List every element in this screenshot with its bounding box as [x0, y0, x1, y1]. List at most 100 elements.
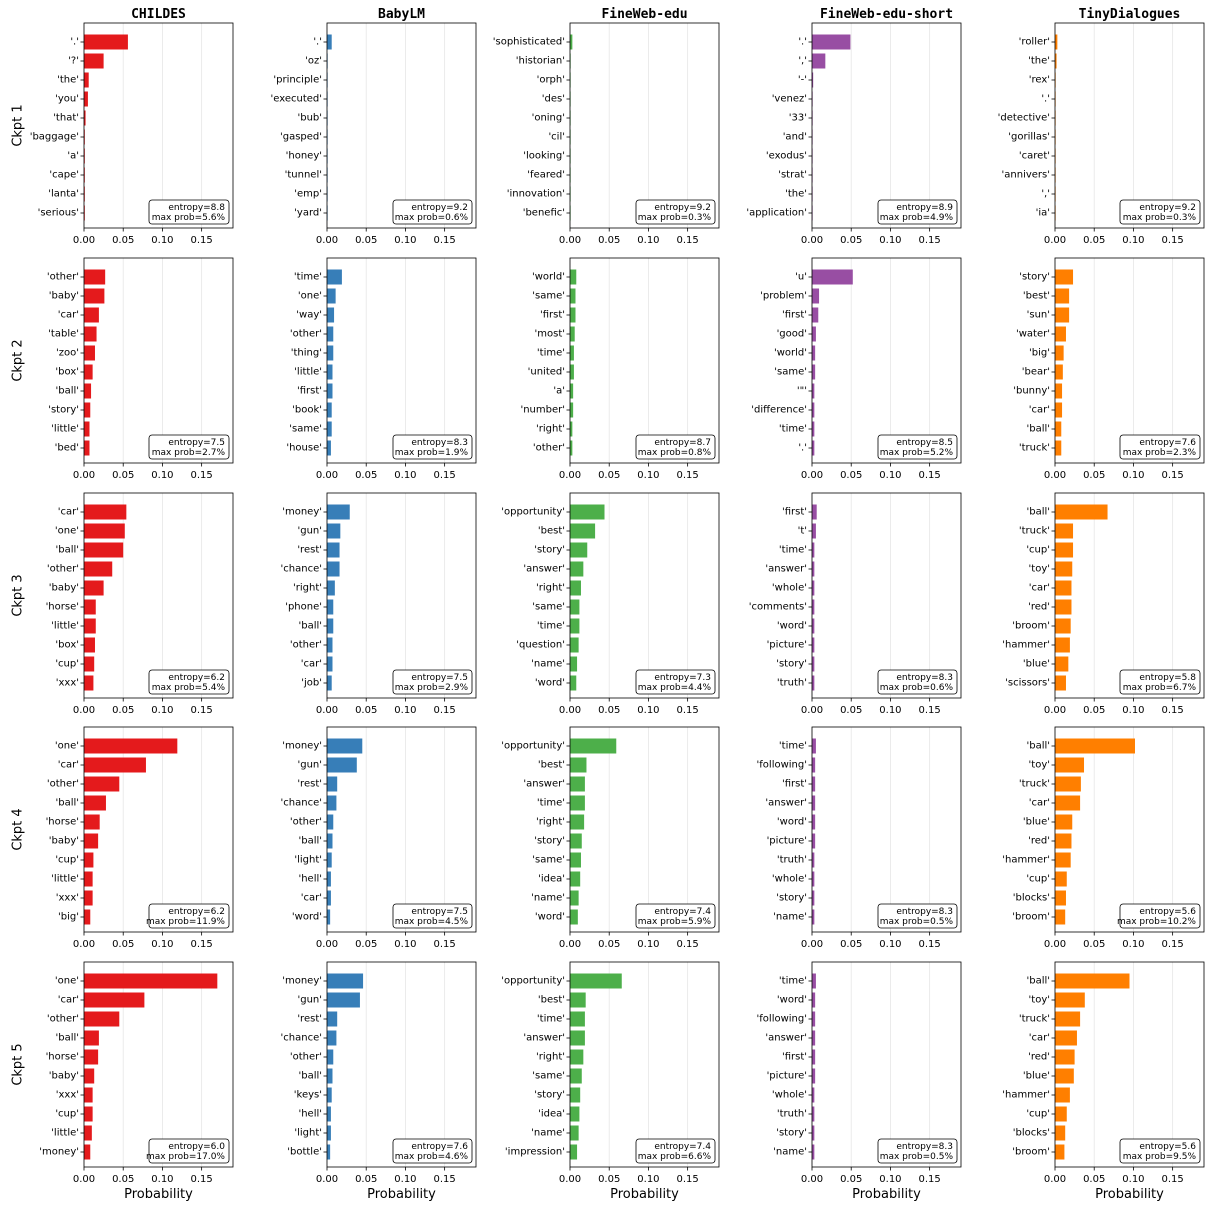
- y-tick-label: 'big': [58, 912, 79, 923]
- y-tick-label: 'ball': [55, 545, 79, 556]
- y-tick-label: 'good': [777, 329, 807, 340]
- bar: [812, 72, 814, 88]
- y-tick-label: 'ball': [55, 386, 79, 397]
- y-tick-label: 'bub': [297, 113, 322, 124]
- bar: [1055, 542, 1074, 558]
- bar: [84, 1068, 95, 1084]
- y-tick-label: 'other': [290, 817, 322, 828]
- max-prob-annotation: max prob=5.4%: [152, 683, 226, 693]
- axes-frame: [569, 22, 720, 229]
- x-tick-label: 0.05: [598, 235, 620, 246]
- y-tick-label: 'blue': [1023, 659, 1050, 670]
- x-tick-label: 0.00: [801, 1174, 823, 1185]
- y-tick-label: 'time': [779, 976, 807, 987]
- y-tick-label: 'red': [1028, 602, 1050, 613]
- x-tick-label: 0.15: [676, 705, 698, 716]
- y-tick-label: 'one': [55, 526, 79, 537]
- x-tick-label: 0.15: [1161, 470, 1183, 481]
- y-tick-label: 'scissors': [1005, 678, 1050, 689]
- bar: [84, 364, 93, 380]
- y-tick-label: 'first': [782, 779, 807, 790]
- y-tick-label: 'truth': [777, 855, 807, 866]
- bar: [1055, 776, 1081, 792]
- y-tick-label: 'strat': [778, 170, 807, 181]
- y-tick-label: 'name': [773, 912, 807, 923]
- bar: [570, 1125, 579, 1141]
- panel: 'money' 'gun' 'rest' 'chance' 'other' 'ball' '…: [281, 726, 477, 950]
- y-tick-label: 'one': [298, 291, 322, 302]
- y-tick-label: 'right': [536, 424, 565, 435]
- y-tick-label: 'yard': [294, 208, 322, 219]
- x-tick-label: 0.10: [394, 470, 416, 481]
- y-tick-label: 'bottle': [287, 1147, 322, 1158]
- panel: 'ball' 'truck' 'cup' 'toy' 'car' 'red' 'broom'…: [1002, 492, 1205, 716]
- y-tick-label: 'little': [51, 874, 79, 885]
- y-tick-label: 'money': [39, 1147, 79, 1158]
- max-prob-annotation: max prob=0.6%: [395, 213, 469, 223]
- y-tick-label: 'a': [553, 386, 565, 397]
- entropy-annotation: entropy=8.3: [411, 438, 468, 448]
- entropy-annotation: entropy=8.8: [168, 203, 225, 213]
- annotation-box: [392, 903, 473, 929]
- annotation-box: [1119, 903, 1201, 929]
- bar: [84, 34, 128, 50]
- bar: [327, 269, 342, 285]
- max-prob-annotation: max prob=6.7%: [1123, 683, 1197, 693]
- max-prob-annotation: max prob=4.6%: [395, 1152, 469, 1162]
- y-tick-label: 'ball': [298, 621, 322, 632]
- y-tick-label: 'little': [51, 424, 79, 435]
- y-tick-label: 'gun': [297, 995, 322, 1006]
- panel: 'opportunity' 'best' 'answer' 'time' 'right'…: [501, 726, 720, 950]
- y-tick-label: 'rest': [297, 1014, 322, 1025]
- bar: [84, 656, 95, 672]
- x-tick-label: 0.00: [73, 939, 95, 950]
- y-tick-label: 'car': [58, 507, 79, 518]
- y-tick-label: 'horse': [46, 602, 79, 613]
- annotation-box: [392, 434, 473, 460]
- y-tick-label: 'cup': [1026, 874, 1050, 885]
- bar: [570, 833, 582, 849]
- y-tick-label: 'oz': [305, 56, 322, 67]
- column-title: FineWeb-edu: [601, 7, 687, 22]
- y-tick-label: 'right': [536, 1052, 565, 1063]
- bar: [1055, 1087, 1070, 1103]
- panel: 'opportunity' 'best' 'time' 'answer' 'right'…: [501, 961, 720, 1185]
- y-tick-label: 'cup': [1026, 545, 1050, 556]
- panel: 'ball' 'toy' 'truck' 'car' 'blue' 'red' 'hamme…: [1002, 726, 1205, 950]
- y-tick-label: 'answer': [523, 564, 565, 575]
- y-tick-label: 'sun': [1027, 310, 1050, 321]
- entropy-annotation: entropy=9.2: [411, 203, 468, 213]
- panel: 'one' 'car' 'other' 'ball' 'horse' 'baby' 'cup…: [46, 726, 234, 950]
- y-tick-label: 'ball': [55, 1033, 79, 1044]
- y-tick-label: 'first': [782, 1052, 807, 1063]
- y-tick-label: 'venez': [772, 94, 807, 105]
- bar: [570, 326, 575, 342]
- bar: [1055, 871, 1067, 887]
- y-tick-label: 'zoo': [56, 348, 79, 359]
- x-tick-label: 0.15: [433, 1174, 455, 1185]
- y-tick-label: 'name': [773, 1147, 807, 1158]
- bar: [327, 973, 364, 989]
- bar: [1055, 675, 1066, 691]
- bar: [327, 795, 337, 811]
- axes-frame: [83, 257, 234, 464]
- y-tick-label: 'word': [292, 912, 322, 923]
- entropy-annotation: entropy=6.0: [168, 1142, 225, 1152]
- bar: [570, 580, 581, 596]
- bar: [1055, 909, 1066, 925]
- annotation-box: [1119, 1138, 1201, 1164]
- panel: 'time' 'one' 'way' 'other' 'thing' 'little' 'f…: [286, 257, 477, 481]
- y-tick-label: 'lanta': [48, 189, 79, 200]
- x-tick-label: 0.15: [1161, 235, 1183, 246]
- bar: [1055, 618, 1071, 634]
- max-prob-annotation: max prob=11.9%: [146, 917, 225, 927]
- y-tick-label: 'rest': [297, 545, 322, 556]
- x-tick-label: 0.10: [879, 235, 901, 246]
- bar: [84, 1106, 93, 1122]
- y-tick-label: 'word': [777, 995, 807, 1006]
- y-tick-label: 'time': [537, 1014, 565, 1025]
- y-tick-label: 'story': [1019, 272, 1050, 283]
- annotation-box: [392, 669, 473, 695]
- x-tick-label: 0.10: [1122, 939, 1144, 950]
- bar: [84, 383, 92, 399]
